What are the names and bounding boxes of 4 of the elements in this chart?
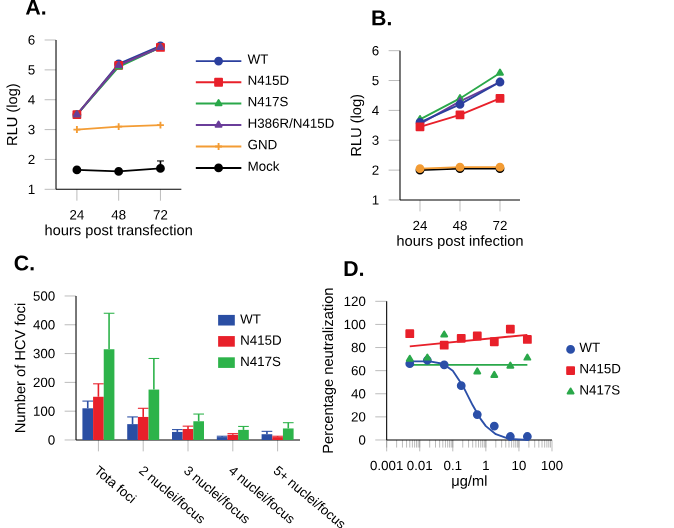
chart-title: B. [372,10,391,26]
chart-title: D. [344,261,364,276]
chart-title: A. [25,0,46,15]
chart-title: C. [14,255,34,271]
